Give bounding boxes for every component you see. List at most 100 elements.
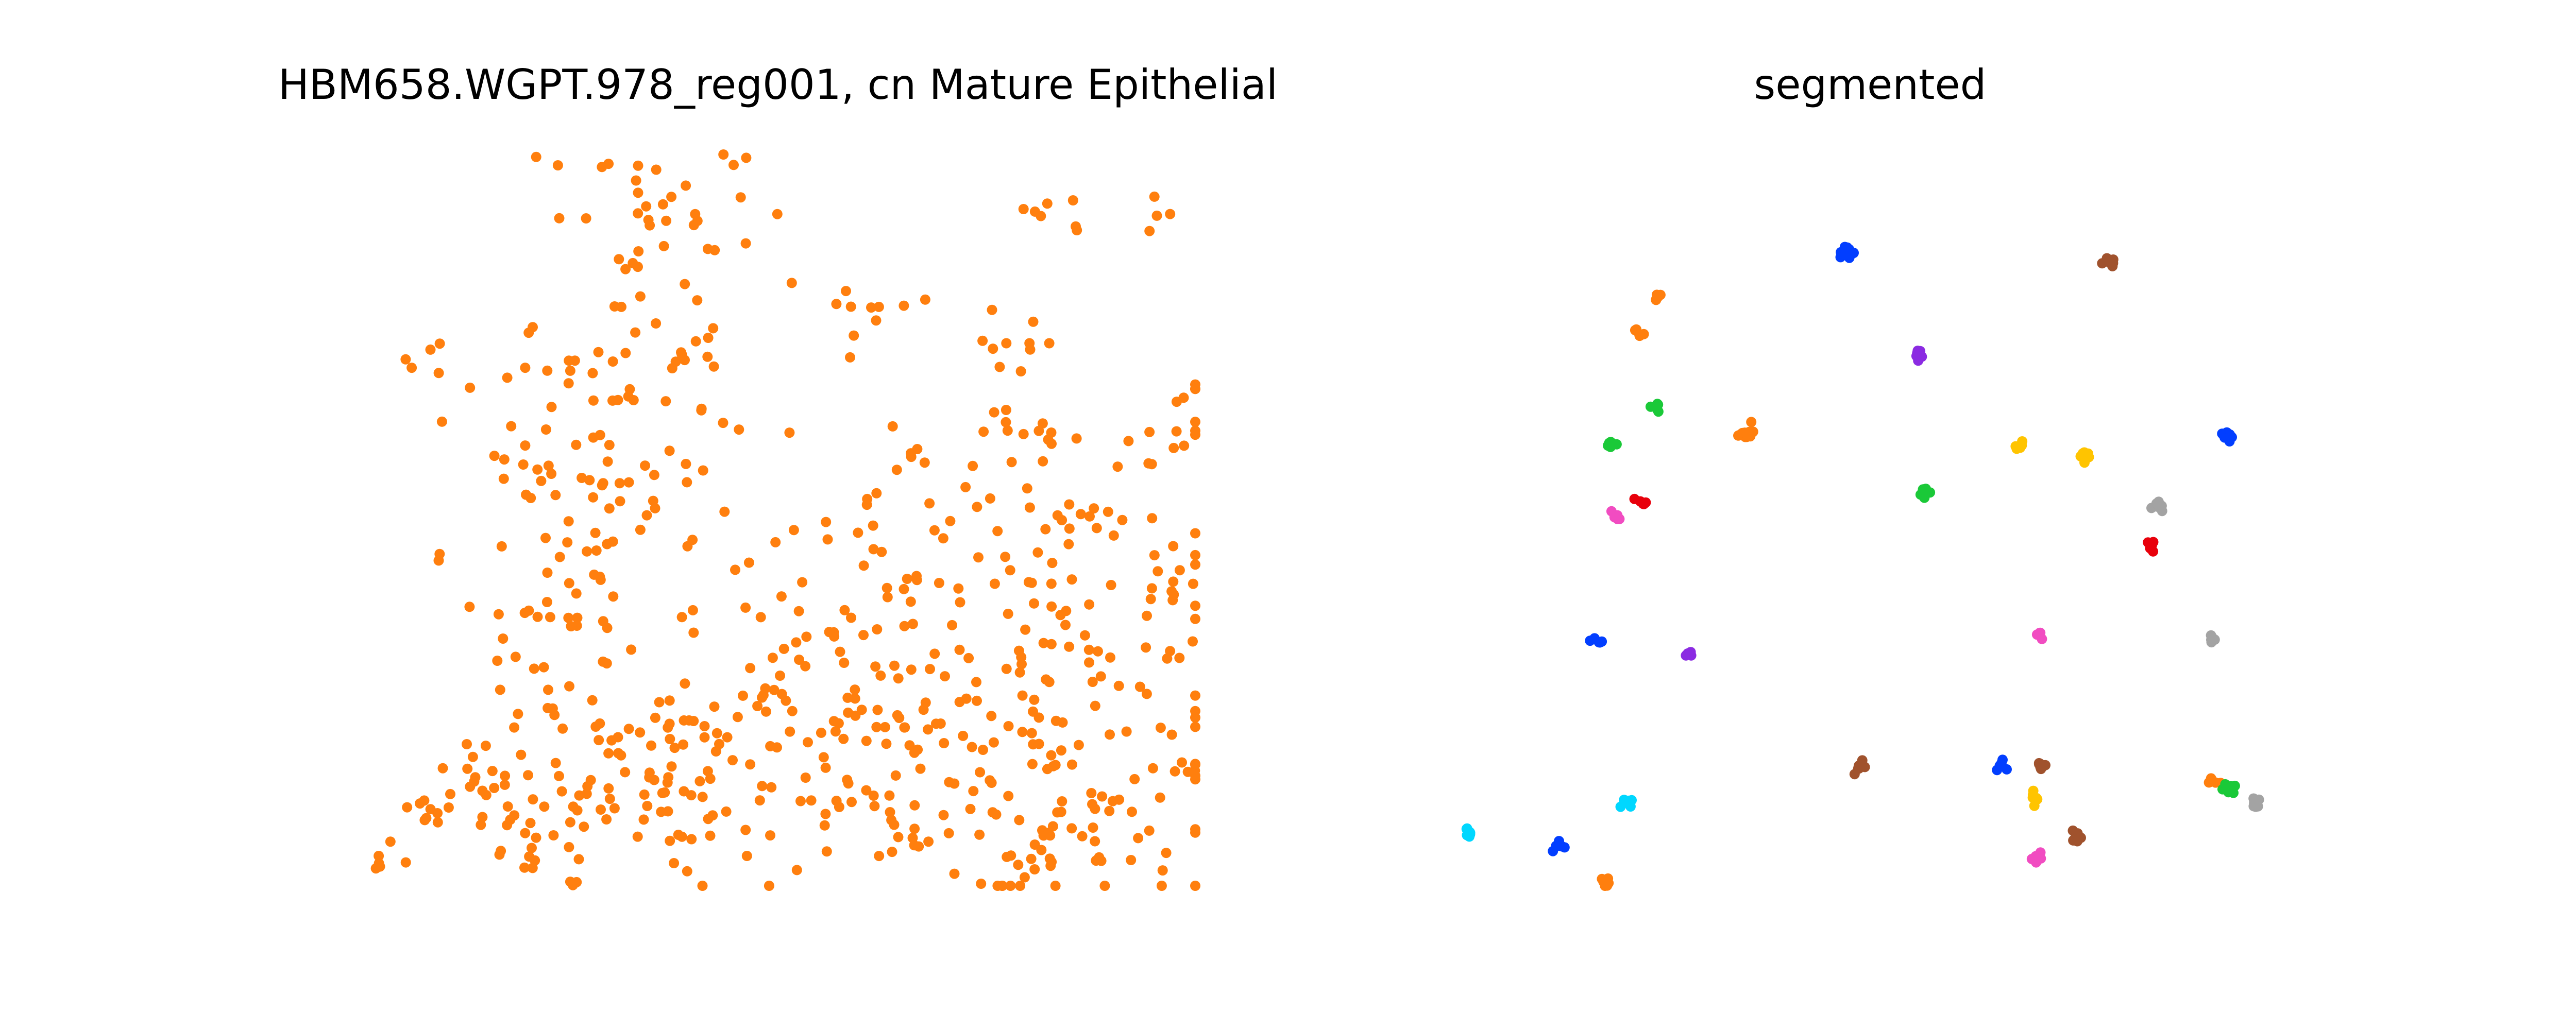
data-point [732,712,743,723]
data-point [676,831,687,842]
segment-point [1655,289,1666,300]
data-point [597,162,607,173]
data-point [890,770,901,781]
data-point [788,525,799,536]
data-point [1190,881,1200,891]
data-point [1046,578,1057,589]
data-point [727,755,738,766]
segment-point [1606,506,1617,517]
segment-point [2206,634,2216,645]
panel-title-right: segmented [1754,61,1987,109]
segment-point [1552,840,1563,851]
data-point [899,621,910,631]
data-point [915,763,926,774]
data-point [934,578,944,588]
data-point [778,643,789,654]
data-point [734,424,744,435]
data-point [1091,523,1102,534]
data-point [822,534,833,545]
data-point [976,879,987,889]
data-point [477,812,488,822]
data-point [434,338,445,349]
segment-point [1599,875,1610,885]
data-point [1028,316,1039,327]
data-point [769,684,779,695]
data-point [1087,799,1097,810]
segment-point [1857,755,1868,766]
data-point [1017,690,1028,701]
data-point [884,790,895,801]
data-point [841,286,851,297]
data-point [850,684,860,695]
data-point [521,489,531,500]
data-point [1190,528,1200,539]
data-point [1084,657,1094,668]
data-point [876,546,887,557]
segment-point [1743,427,1754,438]
data-point [1029,694,1040,705]
data-point [1015,881,1026,891]
data-point [603,748,614,759]
data-point [801,631,812,642]
data-point [961,693,972,704]
data-point [1097,791,1108,802]
data-point [764,881,774,891]
data-point [1045,861,1056,871]
data-point [651,318,662,329]
data-point [1072,225,1082,235]
data-point [972,695,982,706]
data-point [821,517,832,527]
data-point [569,355,580,366]
data-point [1038,456,1048,467]
data-point [402,802,413,813]
data-point [968,786,979,797]
data-point [997,881,1007,891]
data-point [1003,791,1014,801]
data-point [1112,461,1123,472]
data-point [554,552,565,562]
data-point [1171,426,1182,437]
data-point [546,469,557,479]
data-point [632,831,643,842]
data-point [564,842,574,852]
data-point [520,363,531,373]
data-point [1015,366,1026,376]
data-point [849,330,859,341]
data-point [1014,815,1025,826]
segment-point [1853,763,1863,774]
data-point [765,741,776,751]
data-point [581,213,591,224]
data-point [538,662,549,673]
data-point [1066,574,1077,585]
data-point [1161,848,1172,859]
data-point [1155,792,1165,803]
data-point [1141,689,1152,699]
data-point [741,851,752,861]
data-point [939,738,950,748]
data-point [985,775,995,786]
data-point [635,524,646,535]
data-point [1046,750,1057,761]
data-point [904,740,915,751]
data-point [1188,636,1198,647]
data-point [477,785,488,796]
data-point [1190,417,1200,427]
data-point [502,801,513,812]
data-point [797,577,808,588]
data-point [649,470,659,480]
data-point [875,670,886,681]
data-point [574,790,585,801]
data-point [582,546,592,557]
data-point [614,478,625,489]
segment-point [2229,780,2240,791]
data-point [978,745,988,755]
data-point [579,821,589,832]
data-point [1052,510,1063,521]
data-point [728,160,739,170]
data-point [752,701,763,711]
data-point [434,548,445,559]
data-point [1174,653,1185,663]
data-point [714,739,724,749]
data-point [818,752,829,763]
data-point [633,160,643,171]
